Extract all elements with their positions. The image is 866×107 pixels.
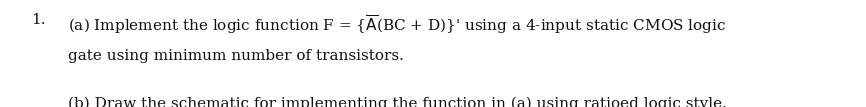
Text: 1.: 1.: [31, 13, 46, 27]
Text: (b) Draw the schematic for implementing the function in (a) using ratioed logic : (b) Draw the schematic for implementing …: [68, 96, 727, 107]
Text: (a) Implement the logic function F = {$\overline{\mathsf{A}}$(BC + D)}' using a : (a) Implement the logic function F = {$\…: [68, 13, 726, 36]
Text: gate using minimum number of transistors.: gate using minimum number of transistors…: [68, 49, 404, 63]
